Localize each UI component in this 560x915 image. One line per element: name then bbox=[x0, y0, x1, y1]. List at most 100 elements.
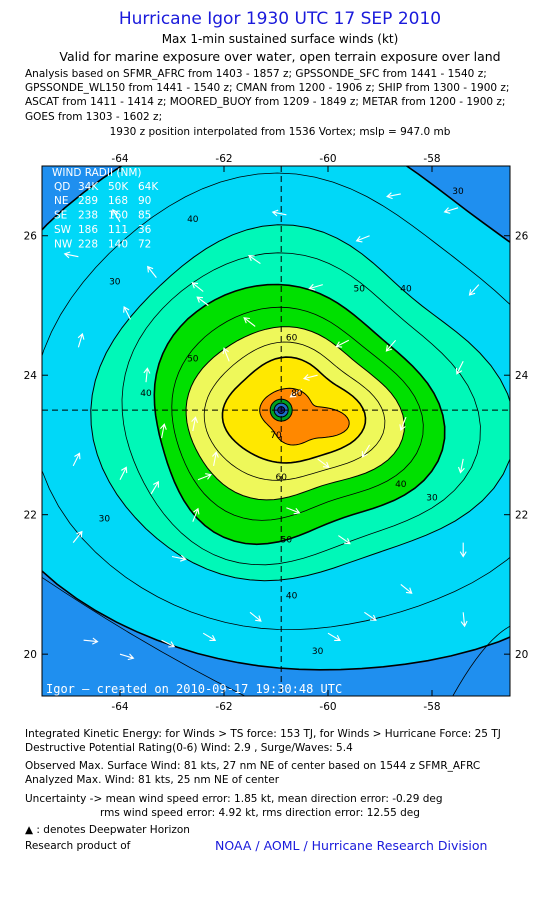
contour-line bbox=[203, 341, 386, 481]
wind-arrow bbox=[159, 423, 167, 439]
wind-arrow bbox=[355, 235, 370, 243]
wind-radii-header: 34K bbox=[78, 181, 99, 193]
analyzed-max-wind: Analyzed Max. Wind: 81 kts, 25 nm NE of … bbox=[25, 774, 280, 786]
wind-arrow bbox=[191, 282, 204, 292]
deepwater-label: : denotes Deepwater Horizon bbox=[36, 824, 190, 836]
contour-label: 30 bbox=[312, 647, 324, 657]
wind-radii-cell: 90 bbox=[138, 195, 151, 207]
x-tick-label-bottom: -62 bbox=[215, 701, 232, 713]
wind-arrow bbox=[302, 374, 318, 381]
wind-radii-cell: NW bbox=[54, 239, 73, 251]
wind-radii-header: 50K bbox=[108, 181, 129, 193]
x-tick-label-top: -64 bbox=[111, 153, 128, 165]
wind-arrow bbox=[197, 473, 212, 481]
wind-arrow bbox=[171, 554, 187, 562]
wind-arrow bbox=[147, 265, 157, 278]
contour-label: 30 bbox=[99, 515, 111, 525]
contour-line bbox=[171, 306, 424, 521]
wind-arrow bbox=[63, 251, 79, 259]
wind-arrow bbox=[191, 416, 199, 432]
wind-radii-header: QD bbox=[54, 181, 70, 193]
contour-line bbox=[42, 172, 510, 631]
wind-radii-cell: 160 bbox=[108, 210, 128, 222]
wind-radii-cell: 289 bbox=[78, 195, 98, 207]
wind-radii-table: WIND RADII (NM) QD 34K 50K 64K NE 289 168 90 SE 23… bbox=[52, 167, 159, 251]
wind-arrow bbox=[468, 284, 480, 296]
wind-radii-cell: 72 bbox=[138, 239, 151, 251]
analysis-line: ASCAT from 1411 - 1414 z; MOORED_BUOY fr… bbox=[25, 96, 506, 109]
wind-arrow bbox=[335, 339, 350, 348]
deepwater-icon: ▲ bbox=[25, 824, 34, 836]
analysis-sources: Analysis based on SFMR_AFRC from 1403 - … bbox=[25, 67, 509, 124]
x-tick-label-top: -62 bbox=[215, 153, 232, 165]
analysis-line: GOES from 1303 - 1602 z; bbox=[25, 110, 163, 123]
wind-radii-cell: NE bbox=[54, 195, 69, 207]
research-label: Research product of bbox=[25, 840, 131, 852]
credit-line: Igor – created on 2010-09-17 19:30:48 UT… bbox=[46, 682, 342, 696]
contour-label: 50 bbox=[353, 285, 365, 295]
wind-arrow bbox=[308, 283, 323, 291]
wind-radii-header: 64K bbox=[138, 181, 159, 193]
wind-arrow bbox=[123, 305, 131, 320]
wind-radii-cell: 168 bbox=[108, 195, 128, 207]
contour-label: 70 bbox=[270, 431, 282, 441]
wind-arrow bbox=[457, 458, 465, 474]
hrd-link[interactable]: NOAA / AOML / Hurricane Research Divisio… bbox=[215, 838, 488, 853]
wind-radii-cell: SW bbox=[54, 224, 72, 236]
wind-arrow bbox=[112, 208, 121, 223]
wind-arrow bbox=[459, 542, 467, 558]
wind-radii-cell: 36 bbox=[138, 224, 152, 236]
x-tick-label-bottom: -58 bbox=[423, 701, 440, 713]
contour-field: 30 30 30 30 30 40 40 40 40 40 50 50 50 60 60 70 80 WIND R… bbox=[42, 166, 510, 696]
contour-line bbox=[121, 252, 481, 566]
wind-arrow bbox=[143, 367, 151, 383]
wind-arrow bbox=[119, 466, 128, 481]
contour-label: 30 bbox=[452, 187, 464, 197]
wind-arrow bbox=[327, 632, 341, 641]
wind-arrow bbox=[455, 361, 464, 375]
contour-line bbox=[452, 625, 510, 696]
wind-arrow bbox=[289, 388, 303, 398]
wind-arrow bbox=[400, 583, 413, 594]
y-tick-label-right: 26 bbox=[515, 231, 529, 243]
contour-label: 80 bbox=[291, 389, 303, 399]
dpr-text: Destructive Potential Rating(0-6) Wind: … bbox=[25, 742, 353, 754]
wind-arrow bbox=[249, 611, 262, 622]
wind-radii-cell: 186 bbox=[78, 224, 98, 236]
x-tick-label-top: -60 bbox=[319, 153, 336, 165]
observed-max-wind: Observed Max. Surface Wind: 81 kts, 27 n… bbox=[25, 760, 481, 772]
wind-arrow bbox=[460, 612, 468, 628]
wind-arrow bbox=[192, 507, 200, 522]
position-note: 1930 z position interpolated from 1536 V… bbox=[109, 126, 451, 138]
x-tick-label-bottom: -60 bbox=[319, 701, 336, 713]
wind-arrow bbox=[338, 535, 351, 545]
contour-line bbox=[42, 577, 245, 696]
wind-arrow bbox=[119, 653, 135, 661]
wind-arrow bbox=[364, 611, 377, 621]
wind-arrow bbox=[83, 637, 99, 645]
contour-label: 50 bbox=[187, 354, 199, 364]
wind-arrow bbox=[243, 317, 256, 327]
validity-note: Valid for marine exposure over water, op… bbox=[59, 49, 501, 64]
contour-label: 50 bbox=[281, 536, 293, 546]
analysis-line: GPSSONDE_WL150 from 1441 - 1540 z; CMAN … bbox=[25, 82, 510, 95]
wind-arrow bbox=[443, 207, 459, 214]
wind-arrow bbox=[196, 296, 209, 306]
contour-label: 30 bbox=[109, 278, 121, 288]
wind-arrow bbox=[77, 332, 85, 348]
contour-label: 40 bbox=[187, 215, 199, 225]
wind-radii-cell: 85 bbox=[138, 210, 151, 222]
wind-radii-cell: 238 bbox=[78, 210, 98, 222]
contour-label: 40 bbox=[400, 285, 412, 295]
y-tick-label-left: 26 bbox=[24, 231, 38, 243]
wind-arrow bbox=[161, 639, 176, 648]
ike-text: Integrated Kinetic Energy: for Winds > T… bbox=[25, 728, 501, 740]
wind-radii-cell: 140 bbox=[108, 239, 128, 251]
contour-label: 30 bbox=[426, 494, 438, 504]
contour-label: 60 bbox=[286, 333, 298, 343]
wind-arrow bbox=[286, 507, 301, 515]
contour-label: 60 bbox=[275, 473, 287, 483]
x-tick-label-top: -58 bbox=[423, 153, 440, 165]
uncertainty-mean: Uncertainty -> mean wind speed error: 1.… bbox=[25, 793, 443, 805]
